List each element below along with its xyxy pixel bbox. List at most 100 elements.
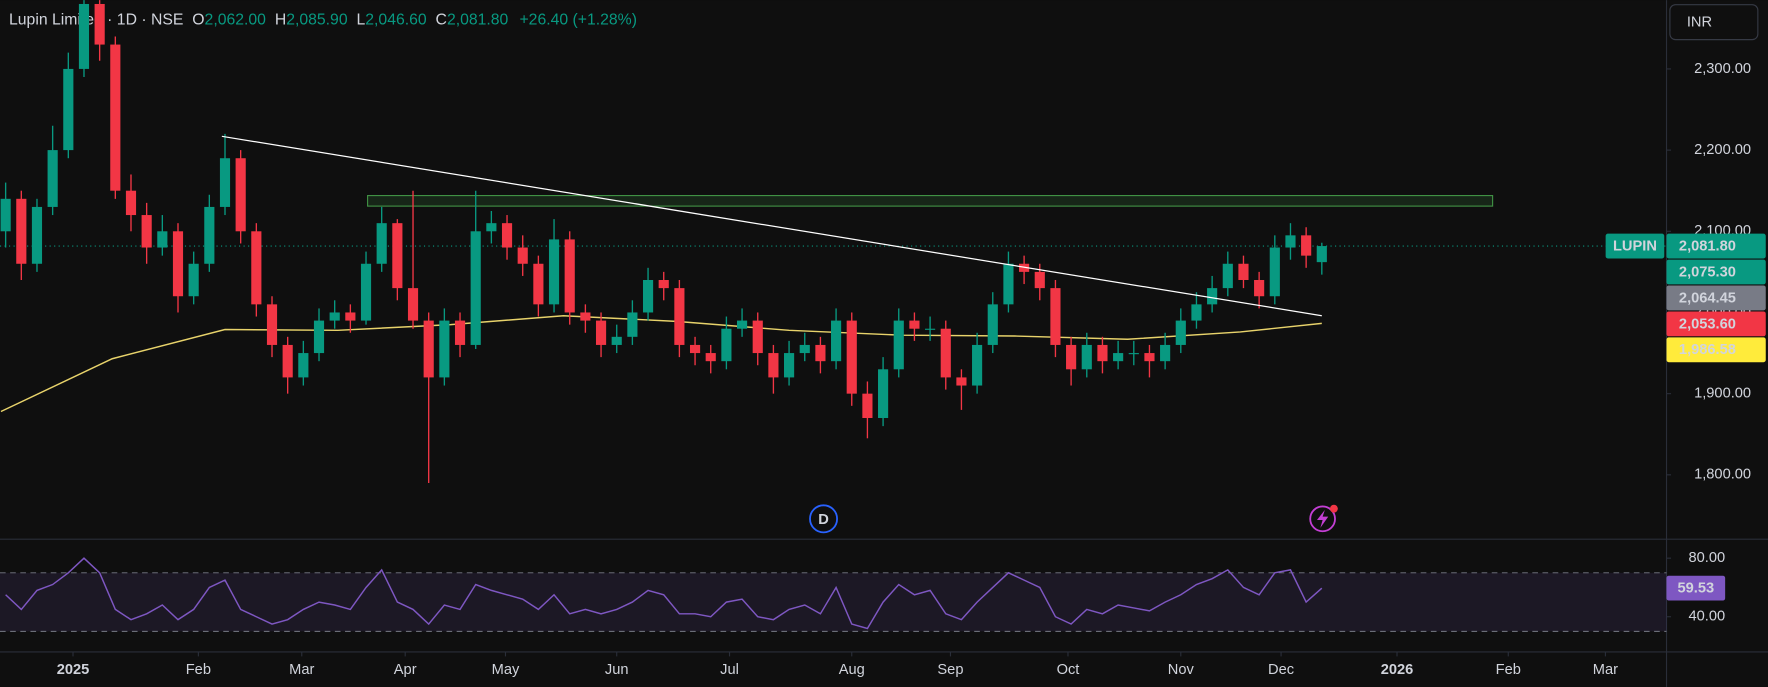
x-tick-label: 2025 xyxy=(57,662,90,678)
candle-body xyxy=(266,304,278,345)
candle-body xyxy=(925,328,936,330)
x-tick-label: May xyxy=(492,662,520,678)
candle-body xyxy=(1066,344,1077,370)
ohlc-name: O xyxy=(192,12,204,29)
candle-body xyxy=(204,206,215,264)
candle-body xyxy=(752,320,763,354)
candle-body xyxy=(1081,344,1092,370)
candle-body xyxy=(235,158,246,232)
resistance-zone xyxy=(367,195,1494,207)
candle-body xyxy=(909,320,920,329)
price-tag xyxy=(1666,233,1766,259)
candle-body xyxy=(878,369,889,419)
price-tag-label: 2,075.30 xyxy=(1679,264,1736,280)
price-tag xyxy=(1666,311,1766,337)
price-tag xyxy=(1666,285,1766,311)
candle-body xyxy=(956,377,967,386)
alert-icon-ring[interactable] xyxy=(1309,505,1336,533)
candle-body xyxy=(674,288,685,345)
price-tag xyxy=(1666,259,1766,285)
y-tick-label: 2,200.00 xyxy=(1694,142,1751,158)
candle-body xyxy=(63,68,74,151)
candle-body xyxy=(360,263,372,321)
candle-body xyxy=(345,312,356,321)
currency-button-frame[interactable] xyxy=(1669,4,1759,41)
candle-body xyxy=(439,320,450,378)
x-tick-label: Feb xyxy=(1496,662,1521,678)
price-tag-label: 1,986.58 xyxy=(1679,342,1736,358)
candle-body xyxy=(862,393,873,419)
alert-icon-bolt[interactable] xyxy=(1316,509,1329,528)
x-tick-label: Dec xyxy=(1268,662,1294,678)
change-percent: (+1.28%) xyxy=(573,12,637,29)
candle-body xyxy=(188,263,199,297)
candle-body xyxy=(627,312,638,337)
x-tick-label: Apr xyxy=(394,662,417,678)
candle-body xyxy=(1019,263,1030,272)
event-label: D xyxy=(818,512,829,528)
candle-body xyxy=(329,312,340,321)
candle-body xyxy=(31,206,43,264)
candle-body xyxy=(1097,344,1108,362)
candle-body xyxy=(454,320,466,345)
candle-body xyxy=(219,158,231,207)
ohlc-name: H xyxy=(275,12,286,29)
candle-body xyxy=(1316,246,1327,263)
price-tag-label: 2,064.45 xyxy=(1679,290,1736,306)
rsi-line xyxy=(5,557,1323,630)
candle-body xyxy=(611,336,622,345)
candle-body xyxy=(1238,263,1249,280)
candle-body xyxy=(0,198,11,232)
candle-body xyxy=(1207,288,1218,305)
candle-body xyxy=(517,247,528,264)
candle-body xyxy=(1175,320,1186,345)
x-tick-label: Feb xyxy=(186,662,211,678)
currency-label[interactable]: INR xyxy=(1687,15,1712,31)
x-tick-label: Nov xyxy=(1168,662,1195,678)
candle-body xyxy=(893,320,904,370)
alert-icon[interactable] xyxy=(1309,504,1338,533)
candle-body xyxy=(172,231,184,297)
candle-body xyxy=(1003,263,1014,305)
ohlc-value: 2,046.60 xyxy=(365,12,427,29)
rsi-value-tag xyxy=(1666,575,1726,601)
candle-body xyxy=(1269,247,1280,297)
x-tick-label: Mar xyxy=(1593,662,1618,678)
candle-body xyxy=(940,328,951,378)
candle-body xyxy=(642,279,654,313)
candle-body xyxy=(486,223,497,232)
alert-icon-dot[interactable] xyxy=(1329,504,1338,513)
trendline xyxy=(221,135,1322,317)
candle-body xyxy=(595,320,607,345)
candle-body xyxy=(392,223,403,289)
candle-body xyxy=(705,353,716,362)
x-tick-label: Oct xyxy=(1057,662,1080,678)
ohlc-value: 2,062.00 xyxy=(205,12,267,29)
change-value: +26.40 xyxy=(519,12,568,29)
currency-button[interactable]: INR xyxy=(1669,4,1759,41)
price-tag-label: 2,081.80 xyxy=(1679,239,1736,255)
price-pane xyxy=(0,0,1667,483)
x-tick-label: Jun xyxy=(605,662,629,678)
candle-body xyxy=(1144,353,1155,362)
x-tick-label: Jul xyxy=(720,662,739,678)
rsi-band xyxy=(0,572,1667,632)
candle-body xyxy=(1050,288,1061,345)
candle-body xyxy=(1301,235,1312,256)
candle-body xyxy=(1191,304,1202,321)
candle-body xyxy=(376,223,387,264)
candle-body xyxy=(768,353,779,378)
candle-body xyxy=(815,344,826,362)
x-tick-label: Sep xyxy=(937,662,963,678)
candle-body xyxy=(407,288,419,321)
candle-body xyxy=(1034,271,1045,289)
x-tick-label: Aug xyxy=(839,662,865,678)
candle-body xyxy=(1254,279,1265,297)
candle-body xyxy=(94,3,105,45)
y-tick-label: 1,800.00 xyxy=(1694,467,1751,483)
candle-body xyxy=(736,320,748,329)
price-tag-label: 2,053.60 xyxy=(1679,316,1736,332)
series-tag xyxy=(1605,233,1665,259)
candle-body xyxy=(157,231,168,248)
